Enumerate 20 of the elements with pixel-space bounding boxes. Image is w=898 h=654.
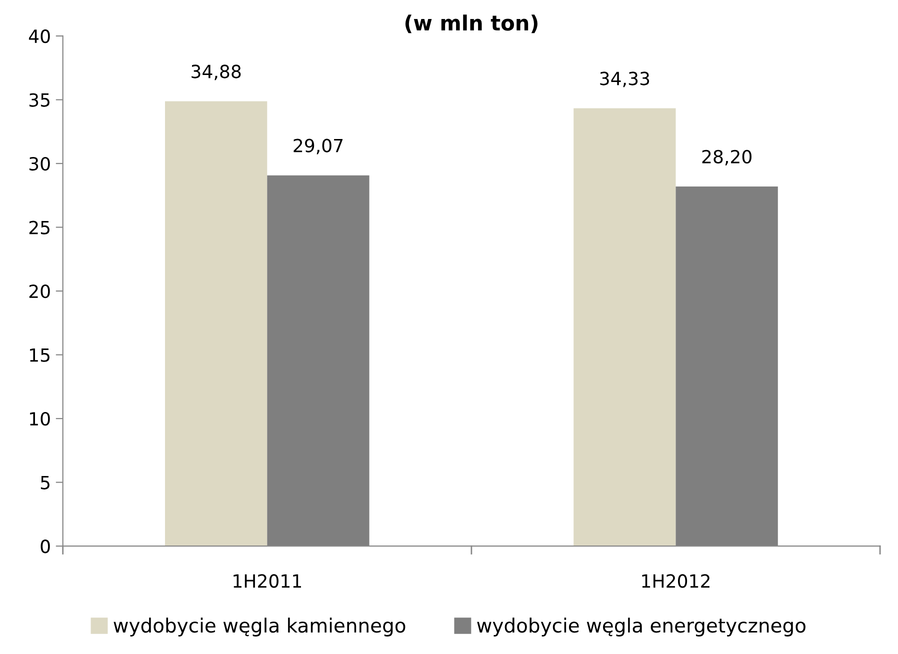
data-label: 28,20	[702, 150, 752, 166]
y-tick-label: 10	[30, 412, 50, 426]
y-tick-label: 5	[40, 476, 50, 490]
y-tick-label: 25	[29, 220, 50, 234]
data-label: 34,88	[192, 64, 241, 80]
legend-label: wydobycie węgla kamiennego	[114, 618, 406, 636]
chart-title: (w mln ton)	[405, 14, 538, 34]
y-tick-label: 30	[29, 156, 50, 171]
bar	[165, 101, 268, 546]
y-tick-label: 40	[28, 29, 50, 44]
y-tick-label: 35	[29, 93, 50, 107]
data-label: 34,33	[600, 72, 650, 88]
x-tick-label: 1H2012	[642, 574, 710, 588]
x-tick-label: 1H2011	[234, 574, 301, 588]
bar	[574, 108, 676, 546]
y-tick-label: 15	[30, 348, 50, 362]
legend-label: wydobycie węgla energetycznego	[477, 618, 806, 636]
y-tick-label: 0	[40, 540, 50, 554]
data-label: 29,07	[294, 138, 343, 154]
y-tick-label: 20	[29, 284, 50, 298]
